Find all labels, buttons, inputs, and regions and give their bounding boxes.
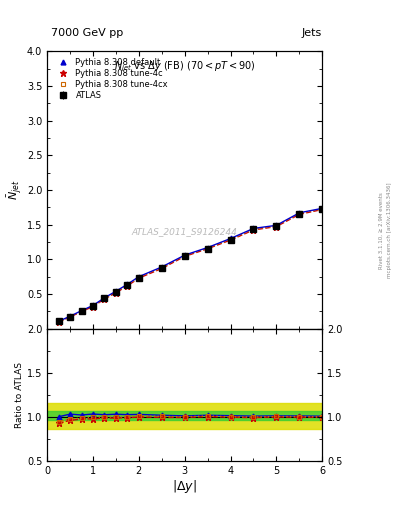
Pythia 8.308 default (91, 303, 95, 309)
Pythia 8.308 tune-4cx (274, 223, 279, 229)
Pythia 8.308 default (68, 313, 72, 319)
Pythia 8.308 default (125, 281, 130, 287)
Text: 7000 GeV pp: 7000 GeV pp (51, 28, 123, 38)
Pythia 8.308 tune-4cx (136, 274, 141, 281)
Pythia 8.308 default (56, 318, 61, 325)
Pythia 8.308 tune-4c (297, 211, 302, 218)
Pythia 8.308 tune-4c (205, 246, 210, 252)
Pythia 8.308 default (228, 236, 233, 242)
Pythia 8.308 tune-4c (125, 283, 130, 289)
Pythia 8.308 tune-4cx (205, 245, 210, 251)
Text: $N_{jet}\ \mathrm{vs}\ \Delta y\ \mathrm{(FB)}\ (70 < pT < 90)$: $N_{jet}\ \mathrm{vs}\ \Delta y\ \mathrm… (114, 59, 255, 74)
Pythia 8.308 tune-4cx (320, 206, 325, 212)
Pythia 8.308 tune-4cx (125, 283, 130, 289)
Pythia 8.308 tune-4cx (56, 319, 61, 325)
Pythia 8.308 tune-4c (136, 275, 141, 281)
Pythia 8.308 default (79, 308, 84, 314)
Legend: Pythia 8.308 default, Pythia 8.308 tune-4c, Pythia 8.308 tune-4cx, ATLAS: Pythia 8.308 default, Pythia 8.308 tune-… (51, 55, 171, 102)
Pythia 8.308 tune-4c (56, 319, 61, 325)
Pythia 8.308 tune-4c (114, 290, 118, 296)
Text: Jets: Jets (302, 28, 322, 38)
Pythia 8.308 tune-4c (274, 224, 279, 230)
X-axis label: $|\Delta y|$: $|\Delta y|$ (172, 478, 197, 496)
Line: Pythia 8.308 tune-4c: Pythia 8.308 tune-4c (55, 206, 325, 325)
Pythia 8.308 default (320, 205, 325, 211)
Pythia 8.308 tune-4cx (160, 265, 164, 271)
Pythia 8.308 tune-4c (79, 308, 84, 314)
Pythia 8.308 default (114, 288, 118, 294)
Pythia 8.308 tune-4cx (297, 210, 302, 217)
Pythia 8.308 tune-4cx (251, 226, 256, 232)
Pythia 8.308 tune-4cx (68, 314, 72, 320)
Pythia 8.308 tune-4c (320, 206, 325, 212)
Pythia 8.308 tune-4cx (228, 237, 233, 243)
Text: ATLAS_2011_S9126244: ATLAS_2011_S9126244 (132, 227, 238, 236)
Pythia 8.308 tune-4cx (102, 295, 107, 302)
Pythia 8.308 tune-4c (160, 265, 164, 271)
Text: Rivet 3.1.10, ≥ 2.9M events: Rivet 3.1.10, ≥ 2.9M events (379, 192, 384, 269)
Pythia 8.308 tune-4cx (79, 308, 84, 314)
Pythia 8.308 default (160, 264, 164, 270)
Pythia 8.308 tune-4c (91, 304, 95, 310)
Pythia 8.308 tune-4cx (91, 303, 95, 309)
Pythia 8.308 tune-4c (102, 296, 107, 302)
Line: Pythia 8.308 default: Pythia 8.308 default (56, 206, 325, 324)
Pythia 8.308 tune-4c (68, 314, 72, 320)
Pythia 8.308 default (182, 252, 187, 258)
Text: mcplots.cern.ch [arXiv:1306.3436]: mcplots.cern.ch [arXiv:1306.3436] (387, 183, 391, 278)
Y-axis label: Ratio to ATLAS: Ratio to ATLAS (15, 362, 24, 428)
Pythia 8.308 default (274, 222, 279, 228)
Y-axis label: $\bar{N}_{jet}$: $\bar{N}_{jet}$ (6, 180, 24, 200)
Pythia 8.308 default (102, 295, 107, 301)
Pythia 8.308 default (251, 225, 256, 231)
Pythia 8.308 tune-4c (251, 227, 256, 233)
Pythia 8.308 default (297, 210, 302, 216)
Pythia 8.308 default (136, 273, 141, 280)
Pythia 8.308 tune-4cx (182, 253, 187, 259)
Pythia 8.308 tune-4c (228, 237, 233, 243)
Pythia 8.308 tune-4c (182, 253, 187, 260)
Line: Pythia 8.308 tune-4cx: Pythia 8.308 tune-4cx (56, 206, 325, 324)
Pythia 8.308 default (205, 244, 210, 250)
Pythia 8.308 tune-4cx (114, 289, 118, 295)
